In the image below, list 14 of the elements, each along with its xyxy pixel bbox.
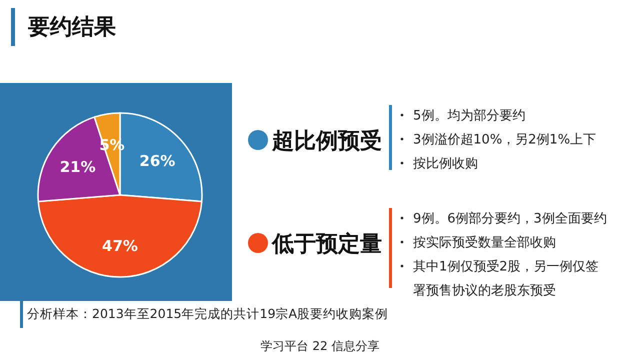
text: 学习平台 22 信息分享 [260,339,380,353]
data-label: 21% [60,158,96,176]
text: 9例。6例部分要约，3例全面要约 [413,212,607,227]
text: 其中1例仅预受2股，另一例仅签署预售协议的老股东预受 [413,260,599,299]
text: 按比例收购 [413,156,478,172]
text: 按实际预受数量全部收购 [413,236,556,251]
data-label: 26% [139,152,176,170]
legend-label: 超比例预受 [271,128,382,154]
legend-label: 低于预定量 [271,230,382,257]
chart-title: 要约结果 [27,15,117,40]
text: 分析样本：2013年至2015年完成的共计19宗A股要约收购案例 [27,306,388,321]
text: 3例溢价超10%，另2例1%上下 [413,132,596,148]
data-label: 47% [102,237,138,256]
text: 5例。均为部分要约 [413,108,526,124]
